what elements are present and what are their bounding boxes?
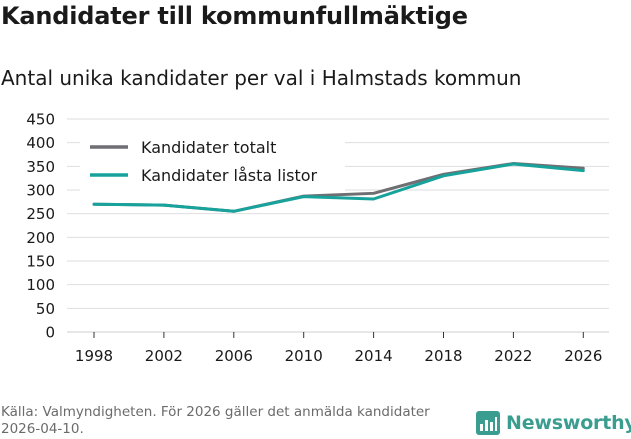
y-tick-label: 200 <box>26 229 55 247</box>
legend-label-locked: Kandidater låsta listor <box>141 166 318 185</box>
x-tick-label: 1998 <box>75 347 113 365</box>
y-tick-label: 350 <box>26 158 55 176</box>
x-tick-label: 2018 <box>424 347 462 365</box>
y-tick-label: 300 <box>26 182 55 200</box>
brand-name: Newsworthy <box>506 412 631 434</box>
y-tick-label: 450 <box>26 111 55 129</box>
chart-title: Kandidater till kommunfullmäktige <box>1 2 468 30</box>
x-tick-label: 2006 <box>215 347 253 365</box>
legend-label-total: Kandidater totalt <box>141 138 276 157</box>
newsworthy-logo-icon <box>476 411 500 435</box>
x-tick-label: 2022 <box>494 347 532 365</box>
y-tick-label: 400 <box>26 134 55 152</box>
legend-background <box>80 133 345 191</box>
x-tick-label: 2026 <box>564 347 602 365</box>
source-note: Källa: Valmyndigheten. För 2026 gäller d… <box>1 404 430 437</box>
y-tick-label: 250 <box>26 205 55 223</box>
chart-subtitle: Antal unika kandidater per val i Halmsta… <box>1 66 522 90</box>
y-tick-label: 0 <box>45 324 55 342</box>
y-tick-label: 100 <box>26 276 55 294</box>
brand-logo: Newsworthy <box>476 408 631 438</box>
series-line-locked <box>92 162 585 213</box>
y-tick-label: 50 <box>36 300 55 318</box>
line-chart: 0 50 100 150 200 250 300 350 400 450 1998 2002 2006 2… <box>26 111 609 365</box>
x-tick-label: 2010 <box>285 347 323 365</box>
y-tick-label: 150 <box>26 253 55 271</box>
x-tick-label: 2002 <box>145 347 183 365</box>
x-tick-label: 2014 <box>355 347 393 365</box>
